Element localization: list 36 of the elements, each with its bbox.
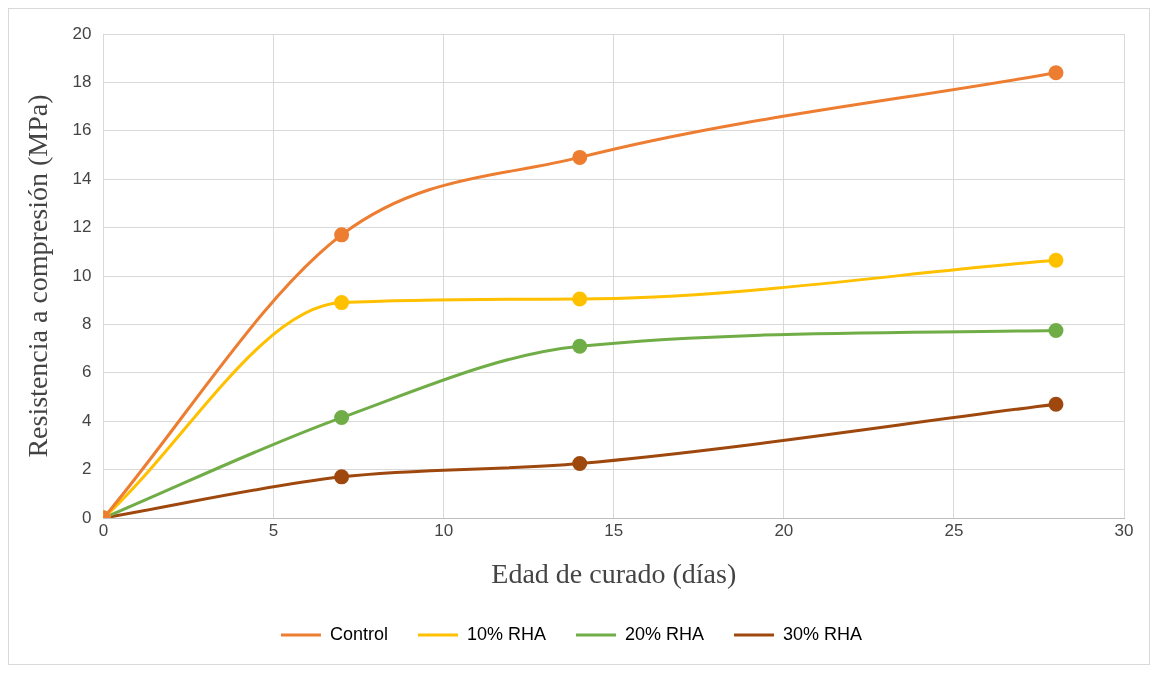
y-tick-label: 12: [72, 217, 92, 237]
point: [1048, 252, 1064, 268]
point: [572, 456, 588, 472]
x-tick-label: 0: [98, 520, 109, 540]
point: [334, 295, 350, 311]
y-tick-label: 18: [72, 72, 92, 92]
point: [572, 338, 588, 354]
y-tick-label: 10: [72, 265, 92, 285]
y-tick-label: 20: [72, 23, 92, 43]
point: [334, 469, 350, 485]
point: [1048, 396, 1064, 412]
x-tick-label: 5: [268, 520, 279, 540]
x-tick-label: 15: [604, 520, 624, 540]
y-tick-label: 0: [82, 507, 92, 527]
point: [1048, 65, 1064, 81]
point: [1048, 322, 1064, 338]
y-tick-label: 6: [82, 362, 92, 382]
legend-label: Control: [329, 623, 388, 644]
point: [334, 227, 350, 243]
legend-label: 20% RHA: [625, 623, 705, 644]
y-tick-label: 2: [82, 459, 92, 479]
x-axis-title: Edad de curado (días): [491, 557, 737, 589]
x-tick-label: 25: [944, 520, 964, 540]
y-tick-label: 14: [72, 168, 92, 188]
point: [572, 291, 588, 307]
x-tick-label: 10: [434, 520, 454, 540]
x-tick-label: 20: [774, 520, 794, 540]
point: [572, 149, 588, 165]
legend-label: 30% RHA: [783, 623, 863, 644]
point: [334, 410, 350, 426]
y-tick-label: 16: [72, 120, 92, 140]
y-axis-title: Resistencia a compresión (MPa): [22, 94, 54, 458]
y-tick-label: 4: [82, 410, 92, 430]
legend-label: 10% RHA: [466, 623, 546, 644]
y-tick-label: 8: [82, 314, 92, 334]
x-tick-label: 30: [1114, 520, 1134, 540]
